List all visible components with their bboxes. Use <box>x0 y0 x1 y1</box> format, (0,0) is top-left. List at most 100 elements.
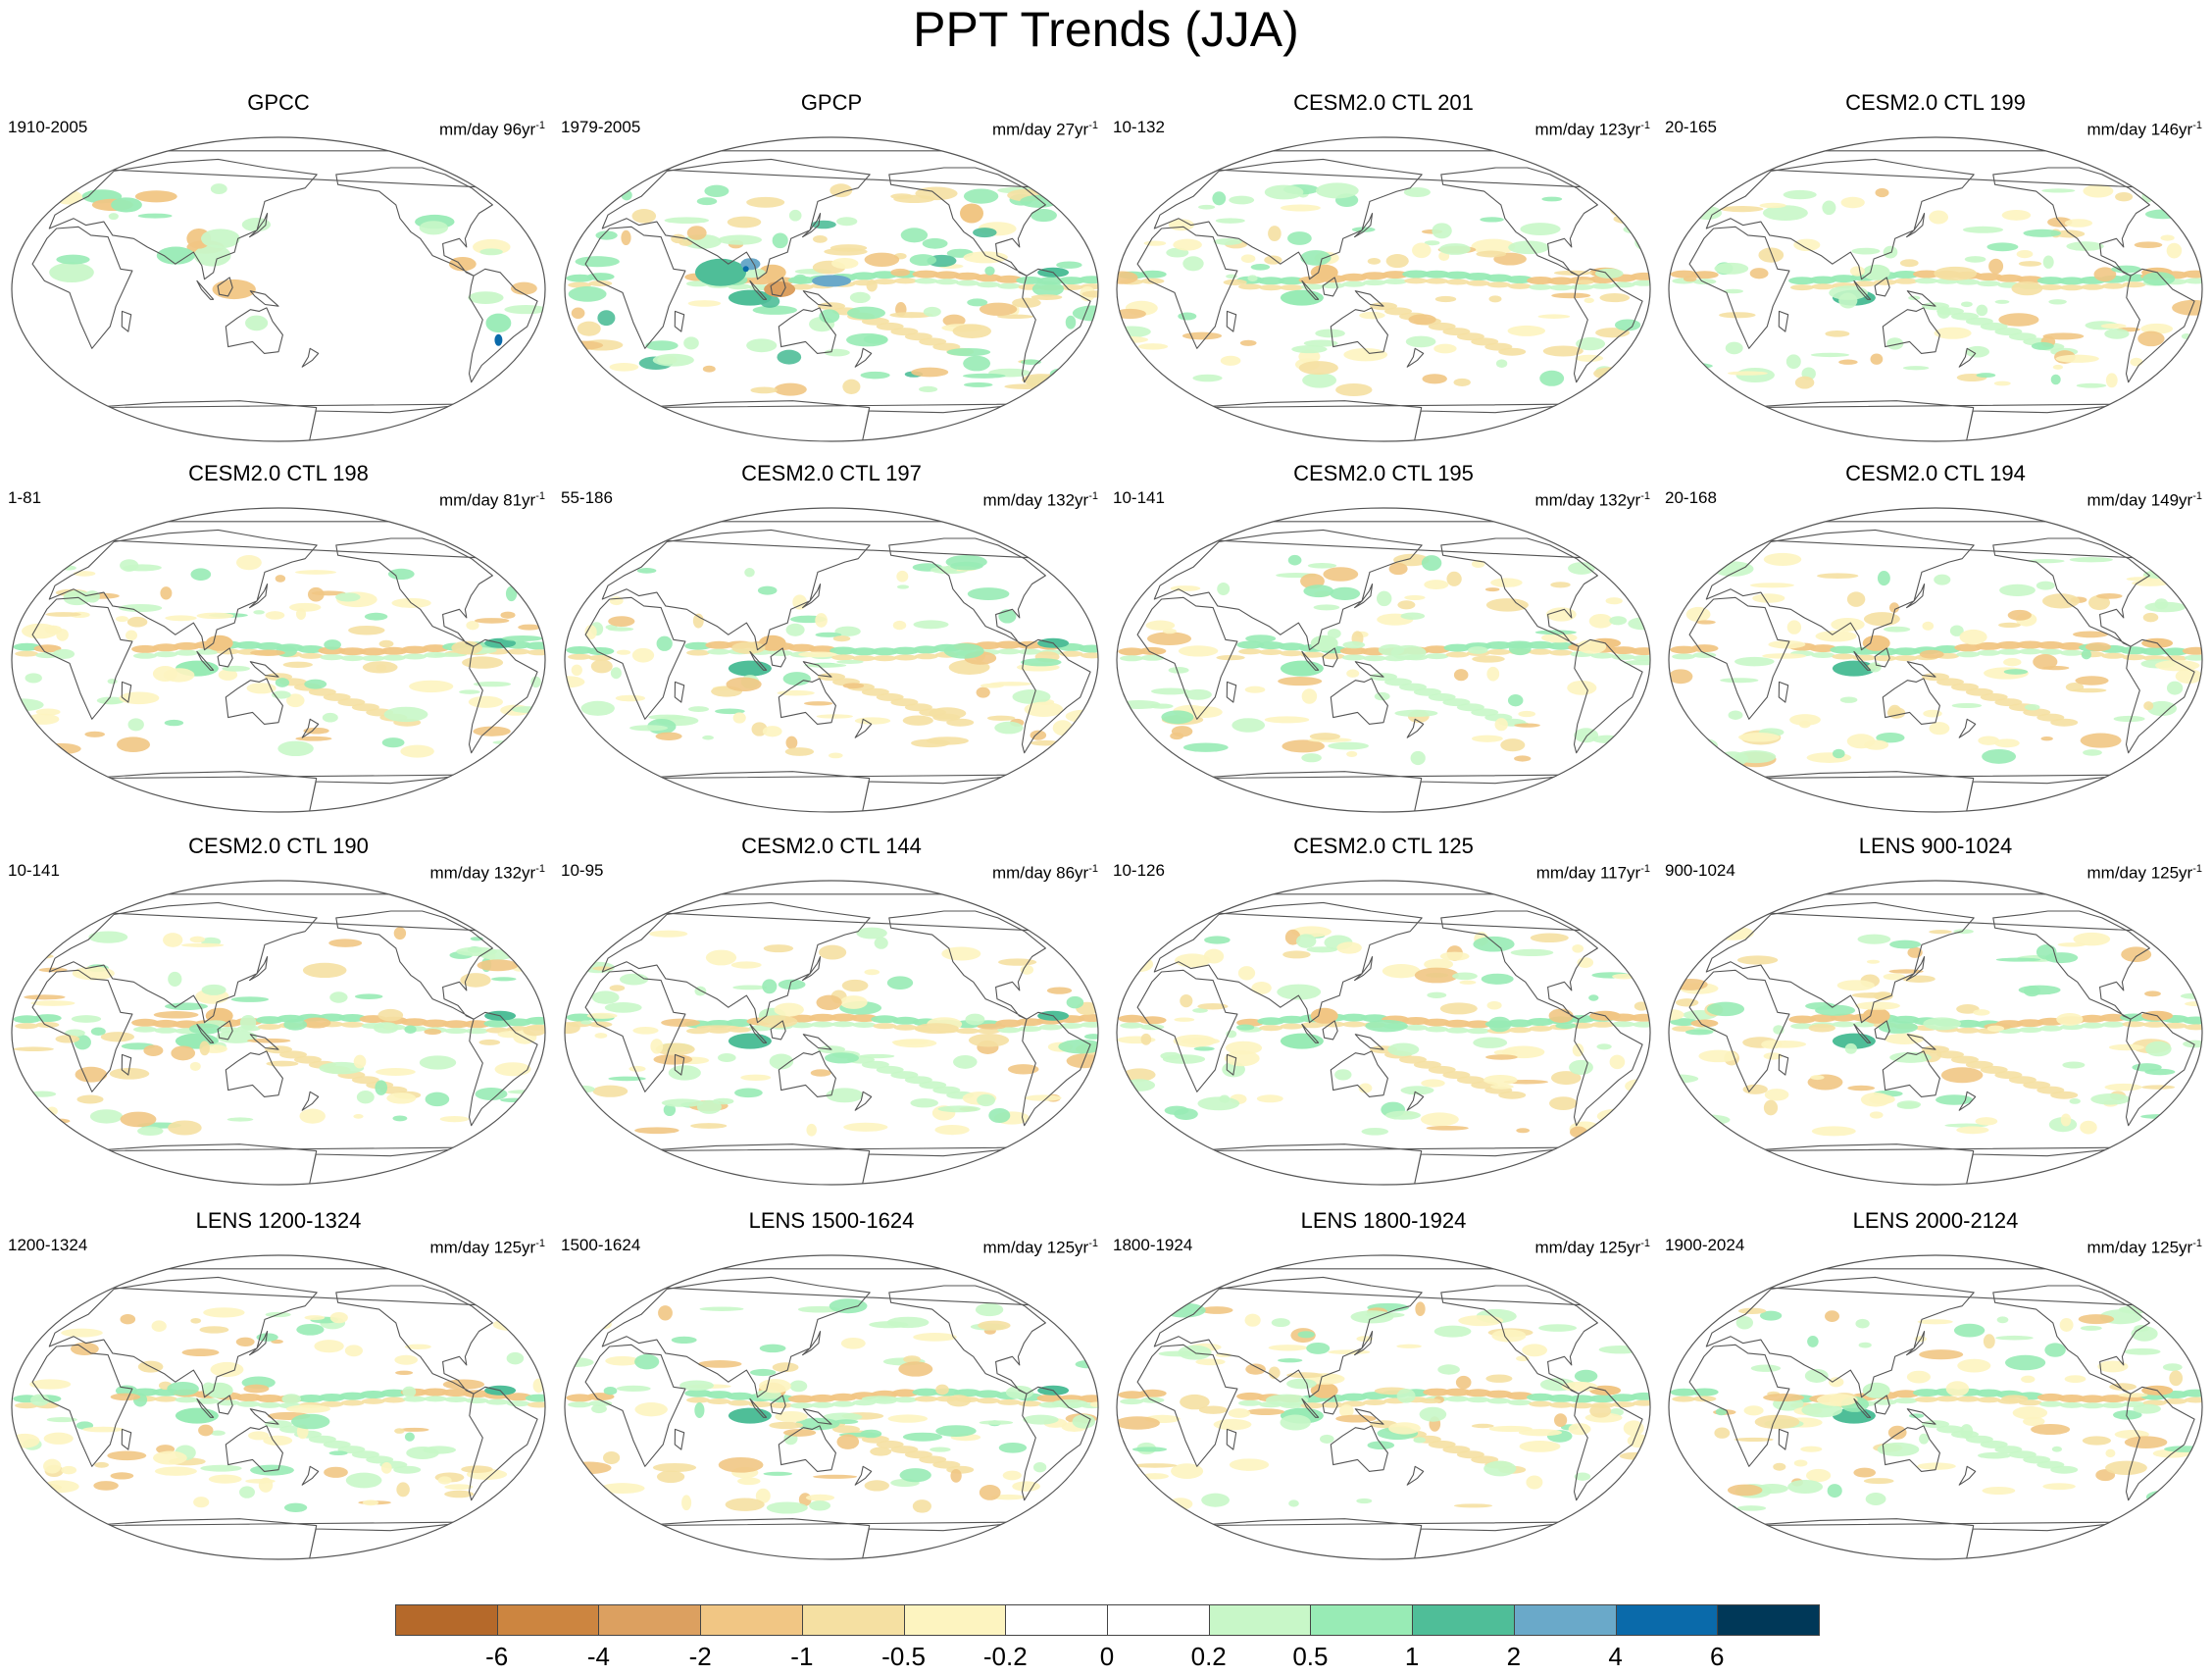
trend-blob <box>2180 992 2202 999</box>
trend-blob <box>592 1085 628 1097</box>
trend-blob <box>1551 292 1591 299</box>
trend-blob <box>383 706 428 723</box>
trend-blob <box>2166 242 2183 259</box>
trend-blob <box>196 612 234 620</box>
trend-blob <box>750 386 778 394</box>
trend-blob <box>65 1029 85 1038</box>
trend-blob <box>836 1434 860 1449</box>
colorbar-tick-label: 0.5 <box>1292 1642 1329 1671</box>
coastline-australia <box>1330 1425 1388 1472</box>
trend-blob <box>1264 716 1310 724</box>
trend-blob <box>1078 276 1098 284</box>
trend-blob <box>572 1499 606 1507</box>
trend-blob <box>294 570 337 575</box>
trend-blob <box>758 635 786 651</box>
trend-blob <box>1505 276 1533 283</box>
coastline-nz <box>1958 718 1977 738</box>
trend-blob <box>1421 1079 1445 1088</box>
panel-title: CESM2.0 CTL 194 <box>1845 461 2026 485</box>
coastline-japan <box>248 1330 269 1356</box>
trend-blob <box>652 353 694 367</box>
trend-blob <box>1670 645 1698 654</box>
trend-blob <box>379 646 408 655</box>
trend-blob <box>1335 382 1373 397</box>
trend-blob <box>891 1016 920 1025</box>
colorbar-tick-label: -4 <box>586 1642 610 1671</box>
trend-blob <box>1484 641 1513 649</box>
trend-blob <box>2036 1393 2065 1401</box>
coastline-australia <box>225 678 283 725</box>
trend-blob <box>1402 270 1431 279</box>
trend-blob <box>1280 650 1304 657</box>
panel-title: LENS 2000-2124 <box>1852 1208 2019 1233</box>
trend-blob <box>726 1019 754 1027</box>
panel-units: mm/day 81yr-1 <box>439 486 545 511</box>
trend-blob <box>285 1404 331 1413</box>
trend-blob <box>289 602 322 612</box>
trend-blob <box>588 1021 613 1028</box>
trend-blob <box>2036 277 2065 285</box>
trend-blob <box>1020 194 1058 208</box>
trend-blob <box>965 1013 985 1026</box>
trend-blob <box>1885 1033 1925 1044</box>
coastline-japan <box>1905 212 1926 238</box>
trend-blob <box>152 643 180 652</box>
trend-blob <box>340 1399 365 1406</box>
trend-blob <box>1140 1473 1170 1480</box>
trend-blob <box>950 1469 962 1483</box>
trend-blob <box>1438 243 1471 255</box>
trend-blob <box>1965 345 1989 358</box>
trend-blob <box>1537 314 1571 319</box>
trend-blob <box>120 1314 136 1325</box>
trend-blob <box>737 1477 761 1486</box>
precip-trend-shading <box>12 555 545 758</box>
trend-blob <box>1588 994 1599 1001</box>
trend-blob <box>1419 1406 1447 1422</box>
trend-blob <box>887 1414 929 1423</box>
trend-blob <box>977 1397 1001 1404</box>
trend-blob <box>381 737 405 748</box>
trend-blob <box>588 654 613 661</box>
trend-blob <box>1123 1079 1156 1092</box>
trend-blob <box>1404 278 1429 284</box>
trend-blob <box>2062 1061 2086 1069</box>
coastline-sumatra <box>1301 650 1320 671</box>
trend-blob <box>850 647 879 656</box>
trend-blob <box>565 1022 580 1035</box>
trend-blob <box>525 1394 545 1402</box>
trend-blob <box>2184 1397 2202 1403</box>
coastline-nz <box>1406 1465 1425 1486</box>
trend-blob <box>683 336 699 350</box>
trend-blob <box>245 1478 276 1484</box>
trend-blob <box>1404 594 1426 600</box>
trend-blob <box>705 640 733 649</box>
coastline-namerica <box>888 1285 1046 1395</box>
trend-blob <box>1445 651 1470 658</box>
trend-blob <box>1794 376 1815 389</box>
trend-blob <box>1161 710 1194 725</box>
trend-blob <box>1555 1022 1577 1030</box>
trend-blob <box>1138 1389 1167 1397</box>
trend-blob <box>1868 662 1882 673</box>
trend-blob <box>1518 710 1536 718</box>
coastline-madagascar <box>674 681 685 703</box>
trend-blob <box>107 1450 147 1461</box>
trend-blob <box>239 1014 257 1031</box>
trend-blob <box>996 314 1034 320</box>
trend-blob <box>594 1033 608 1039</box>
trend-blob <box>73 571 96 577</box>
trend-blob <box>1439 951 1470 961</box>
trend-blob <box>234 640 263 649</box>
trend-blob <box>314 1340 344 1353</box>
trend-blob <box>977 1028 1001 1035</box>
trend-blob <box>282 661 314 668</box>
trend-blob <box>393 927 407 940</box>
trend-blob <box>118 603 163 613</box>
trend-blob <box>1825 330 1850 337</box>
trend-blob <box>1140 654 1165 661</box>
trend-blob <box>1382 964 1421 979</box>
coastline-borneo <box>217 647 233 668</box>
trend-blob <box>116 616 128 623</box>
trend-blob <box>873 279 897 285</box>
trend-blob <box>2104 1083 2142 1092</box>
